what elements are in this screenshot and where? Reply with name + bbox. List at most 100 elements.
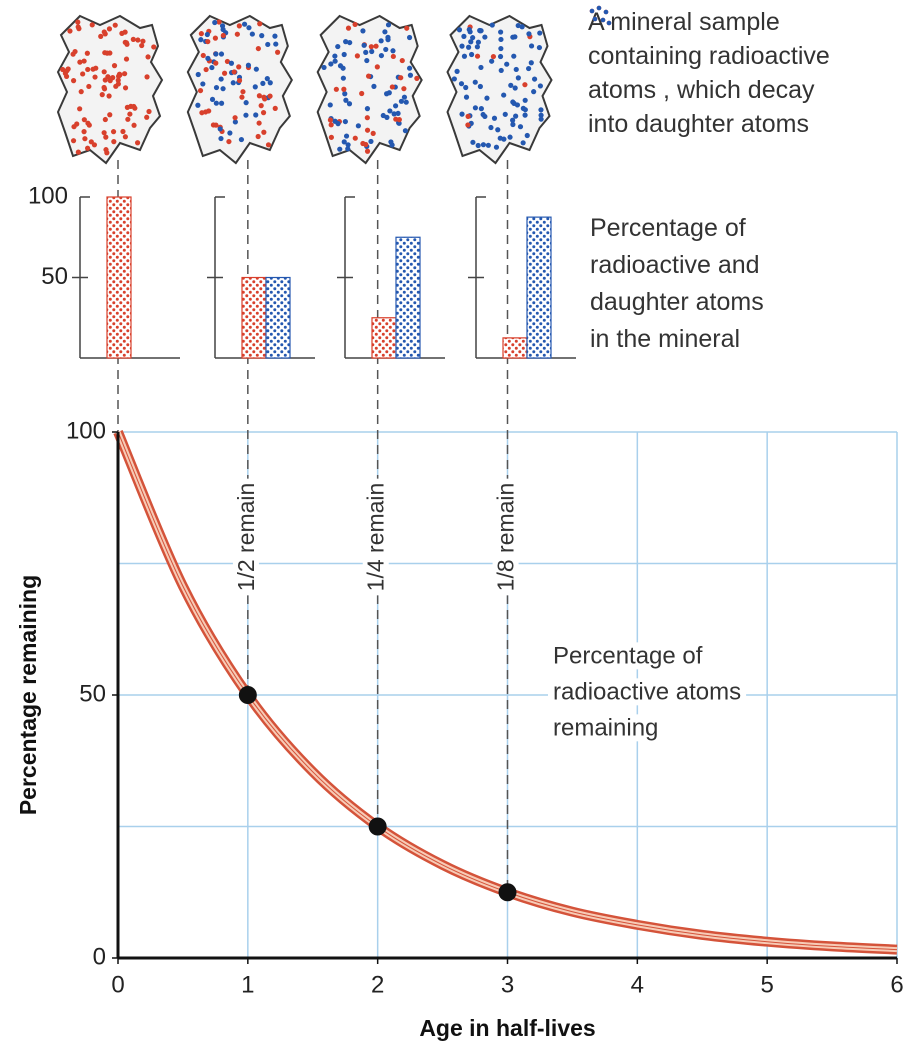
atom	[364, 106, 371, 112]
y-tick-label: 0	[93, 943, 106, 970]
atom	[373, 43, 379, 49]
atom	[528, 43, 535, 49]
atom	[458, 81, 465, 87]
atom	[522, 107, 528, 113]
atom	[480, 142, 487, 148]
atom	[515, 75, 521, 81]
atom	[103, 134, 109, 140]
atom	[399, 57, 405, 64]
atom	[198, 37, 204, 43]
atom	[328, 61, 334, 67]
atom	[107, 78, 113, 84]
atom	[364, 57, 370, 64]
atom	[212, 19, 218, 26]
atom	[489, 22, 495, 28]
atom	[62, 70, 68, 76]
atom	[385, 34, 391, 40]
atom	[106, 93, 112, 99]
atom	[210, 122, 217, 128]
atom	[226, 138, 232, 145]
atom	[363, 141, 369, 148]
atom	[526, 65, 532, 72]
atom	[461, 53, 468, 59]
caption-text: , which decay	[663, 76, 815, 104]
atom	[253, 112, 259, 118]
atom	[341, 86, 347, 92]
atom	[398, 75, 404, 81]
atom	[369, 48, 375, 55]
atom	[101, 84, 107, 91]
atom	[374, 64, 380, 70]
caption-line: Percentage of	[590, 214, 746, 242]
caption-line: daughter atoms	[590, 288, 764, 316]
bar	[395, 236, 421, 359]
atom	[110, 129, 117, 135]
atom	[478, 64, 484, 71]
atom	[401, 94, 408, 100]
atom	[513, 113, 519, 119]
atom	[144, 74, 150, 80]
atom	[519, 24, 525, 30]
atom	[345, 142, 351, 148]
atom	[360, 28, 366, 34]
atom	[459, 43, 465, 49]
atom	[396, 117, 402, 123]
atom	[332, 58, 338, 64]
atom	[120, 128, 126, 135]
atom	[522, 112, 528, 118]
label-background	[548, 642, 708, 670]
atom	[115, 77, 121, 83]
atom	[80, 71, 86, 77]
atom	[507, 134, 513, 140]
atom	[498, 29, 504, 35]
atom	[102, 116, 108, 123]
atom	[465, 113, 471, 119]
atom	[489, 58, 495, 64]
atom	[205, 55, 211, 61]
atom	[219, 23, 226, 29]
atom	[340, 75, 346, 81]
atom	[352, 135, 358, 141]
caption-text: A mineral sample	[588, 8, 780, 36]
atom	[232, 119, 238, 125]
point-label-group: 1/4 remain	[362, 478, 389, 596]
x-tick-label: 6	[890, 971, 903, 998]
atom	[484, 95, 490, 101]
atom	[200, 52, 206, 59]
x-tick-label: 4	[631, 971, 644, 998]
atom	[256, 120, 262, 126]
atom	[204, 31, 210, 38]
x-tick-label: 2	[371, 971, 384, 998]
atom	[384, 91, 390, 97]
atom	[472, 105, 479, 111]
curve-label: radioactive atoms	[553, 678, 741, 705]
atom	[461, 33, 467, 39]
atom	[122, 134, 128, 140]
atom	[82, 136, 88, 142]
atom	[515, 22, 521, 29]
atom	[217, 126, 223, 132]
atom	[209, 64, 215, 71]
atom	[86, 83, 92, 90]
atom	[482, 34, 488, 40]
atom	[512, 34, 518, 40]
atom	[490, 53, 497, 60]
atom	[337, 63, 344, 69]
atom	[220, 32, 226, 39]
atom	[145, 54, 151, 60]
atom	[406, 65, 413, 71]
atom	[258, 103, 264, 109]
atom	[111, 63, 118, 69]
atom	[355, 123, 361, 129]
y-axis-label: Percentage remaining	[15, 575, 41, 815]
atom	[456, 27, 463, 33]
atom	[243, 112, 249, 118]
atom	[354, 53, 360, 59]
atom	[265, 142, 272, 148]
atom	[406, 34, 413, 41]
atom	[478, 28, 484, 34]
atom	[488, 124, 494, 131]
atom	[195, 71, 201, 78]
caption-line: into daughter atoms	[588, 5, 830, 141]
atom	[467, 29, 473, 35]
